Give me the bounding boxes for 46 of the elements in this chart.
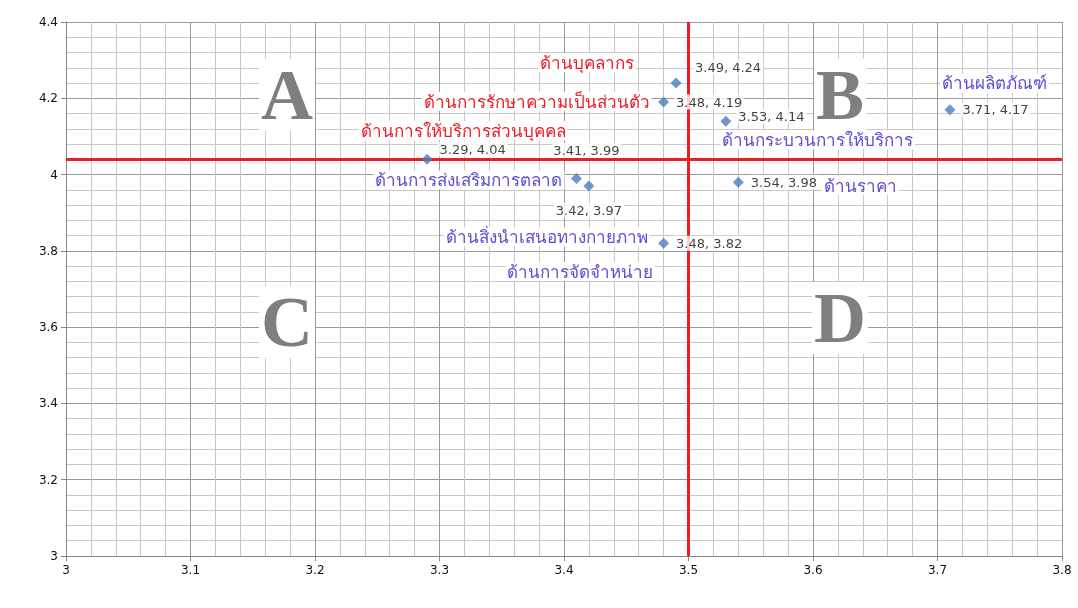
x-tick-label: 3: [62, 563, 70, 577]
data-label: 3.53, 4.14: [738, 108, 805, 124]
point: [944, 104, 956, 116]
point: [583, 180, 595, 192]
x-tick-label: 3.2: [305, 563, 325, 577]
point: [658, 237, 670, 249]
annotation: ด้านบุคลากร: [540, 52, 635, 74]
y-tick-label: 3.2: [38, 472, 58, 487]
data-label: 3.29, 4.04: [439, 141, 506, 157]
annotation: ด้านราคา: [824, 175, 897, 196]
annotation: ด้านสิ่งนำเสนอทางกายภาพ: [445, 224, 648, 247]
data-label: 3.71, 4.17: [962, 102, 1029, 118]
y-tick-label: 3.4: [38, 396, 58, 411]
x-tick-label: 3.3: [429, 563, 450, 577]
y-tick-label: 4.2: [38, 91, 58, 106]
annotation: A: [261, 55, 313, 135]
data-label: 3.54, 3.98: [750, 174, 817, 190]
data-label: 3.42, 3.97: [555, 202, 622, 218]
y-tick-label: 4: [50, 167, 58, 182]
annotation: ด้านการส่งเสริมการตลาด: [375, 169, 563, 190]
data-label: 3.49, 4.24: [694, 59, 762, 75]
annotation: D: [814, 278, 866, 358]
annotation: ด้านการจัดจำหน่าย: [507, 261, 653, 282]
point: [720, 115, 732, 127]
annotation: ด้านการรักษาความเป็นส่วนตัว: [423, 90, 650, 112]
x-tick-label: 3.1: [180, 563, 201, 577]
x-tick-label: 3.5: [678, 563, 699, 577]
point: [421, 153, 433, 165]
data-label: 3.48, 4.19: [676, 94, 743, 110]
x-tick-label: 3.8: [1052, 563, 1072, 577]
annotation: ด้านผลิตภัณฑ์: [941, 73, 1047, 94]
x-tick-label: 3.6: [803, 563, 823, 577]
y-tick-label: 3: [50, 549, 58, 563]
point: [658, 96, 670, 108]
annotation: C: [261, 282, 313, 362]
x-tick-label: 3.7: [927, 563, 948, 577]
point: [732, 176, 744, 188]
annotation: ด้านการให้บริการส่วนบุคคล: [360, 120, 566, 142]
point: [670, 77, 682, 89]
y-tick-label: 4.4: [38, 15, 58, 29]
data-label: 3.48, 3.82: [676, 235, 743, 251]
y-tick-label: 3.6: [38, 320, 58, 335]
x-tick-label: 3.4: [554, 563, 574, 577]
y-tick-label: 3.8: [38, 243, 58, 258]
data-label: 3.41, 3.99: [553, 142, 620, 158]
point: [570, 172, 582, 184]
